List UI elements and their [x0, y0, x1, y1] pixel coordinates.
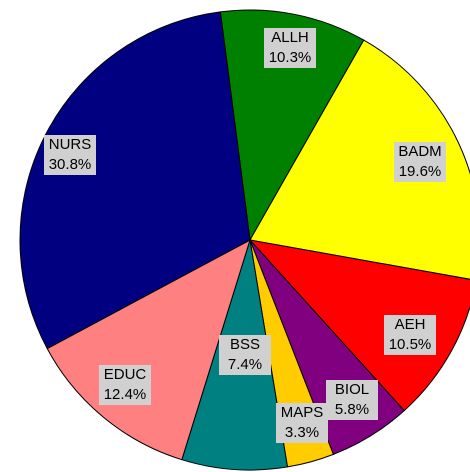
slice-value: 12.4%	[104, 386, 147, 403]
label-box	[326, 380, 378, 420]
slice-name: AEH	[395, 316, 426, 333]
slice-name: BSS	[230, 336, 260, 353]
slice-value: 10.3%	[269, 49, 312, 66]
slice-value: 30.8%	[49, 156, 92, 173]
slice-value: 5.8%	[335, 401, 369, 418]
slice-value: 3.3%	[285, 424, 319, 441]
slice-name: NURS	[49, 136, 92, 153]
label-box	[384, 315, 436, 355]
pie-slice	[249, 39, 470, 280]
pie-slice	[19, 11, 251, 350]
pie-slice	[219, 9, 365, 242]
label-box	[394, 142, 446, 182]
slice-name: BADM	[398, 143, 441, 160]
pie-slice	[46, 238, 251, 461]
slice-value: 10.5%	[389, 336, 432, 353]
slice-name: MAPS	[281, 404, 324, 421]
label-box	[44, 135, 96, 175]
slice-name: ALLH	[271, 29, 309, 46]
pie-slice	[248, 239, 470, 412]
label-box	[264, 28, 316, 68]
slice-value: 7.4%	[228, 356, 262, 373]
slice-value: 19.6%	[399, 163, 442, 180]
slice-name: BIOL	[335, 381, 369, 398]
label-box	[99, 365, 151, 405]
slice-name: EDUC	[104, 366, 147, 383]
label-box	[276, 403, 328, 443]
label-box	[219, 335, 271, 375]
